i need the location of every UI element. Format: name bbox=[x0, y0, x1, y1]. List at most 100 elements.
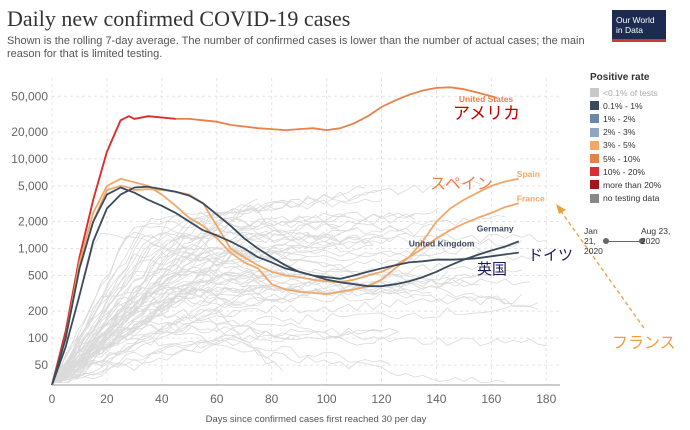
x-tick-label: 40 bbox=[155, 392, 169, 406]
chart-subtitle: Shown is the rolling 7-day average. The … bbox=[7, 35, 585, 60]
y-tick-label: 50 bbox=[35, 358, 49, 372]
annotation-spain_ja: スペイン bbox=[430, 174, 493, 193]
legend: Positive rate <0.1% of tests 0.1% - 1% 1% … bbox=[590, 72, 688, 205]
timeline-end-label: Aug 23, 2020 bbox=[641, 226, 671, 246]
series-line-united-kingdom bbox=[51, 185, 519, 386]
timeline-track[interactable] bbox=[605, 241, 643, 242]
legend-label: 5% - 10% bbox=[603, 153, 641, 164]
axes: 501002005001,0002,0005,00010,00020,00050… bbox=[11, 89, 560, 425]
background-country-line bbox=[52, 334, 547, 383]
legend-swatch bbox=[590, 154, 599, 164]
background-country-line bbox=[51, 215, 506, 383]
background-country-line bbox=[51, 234, 341, 383]
background-country-line bbox=[51, 304, 539, 383]
legend-label: 0.1% - 1% bbox=[603, 100, 643, 111]
legend-label: 1% - 2% bbox=[603, 113, 636, 124]
france-annotation-arrow bbox=[559, 209, 645, 329]
chart-title: Daily new confirmed COVID-19 cases bbox=[7, 6, 351, 31]
legend-title: Positive rate bbox=[590, 72, 650, 83]
legend-swatch bbox=[590, 167, 599, 177]
background-country-line bbox=[51, 238, 374, 382]
legend-label: 10% - 20% bbox=[603, 166, 646, 177]
legend-label: no testing data bbox=[603, 193, 660, 204]
timeline-end-handle[interactable] bbox=[639, 238, 645, 244]
series-line-spain bbox=[51, 177, 519, 386]
legend-swatch bbox=[590, 114, 599, 124]
background-country-line bbox=[51, 307, 275, 383]
annotation-united_states_ja: アメリカ bbox=[453, 104, 520, 124]
legend-item[interactable]: 0.1% - 1% bbox=[590, 99, 688, 112]
background-country-line bbox=[51, 302, 291, 383]
background-country-line bbox=[51, 241, 481, 383]
owid-logo[interactable]: Our World in Data bbox=[612, 10, 666, 42]
legend-swatch bbox=[590, 101, 599, 111]
legend-item[interactable]: 10% - 20% bbox=[590, 165, 688, 178]
x-tick-label: 60 bbox=[210, 392, 224, 406]
background-country-line bbox=[51, 250, 448, 382]
y-tick-label: 100 bbox=[28, 331, 48, 345]
background-country-line bbox=[51, 228, 522, 383]
background-country-line bbox=[51, 263, 481, 383]
legend-item[interactable]: 1% - 2% bbox=[590, 112, 688, 125]
legend-label: 2% - 3% bbox=[603, 127, 636, 138]
timeline-start-handle[interactable] bbox=[603, 238, 609, 244]
background-country-line bbox=[51, 204, 283, 383]
x-tick-label: 100 bbox=[317, 392, 337, 406]
background-country-line bbox=[51, 265, 283, 383]
series-line-germany bbox=[51, 186, 520, 386]
series-label: United Kingdom bbox=[409, 239, 475, 249]
legend-item[interactable]: 5% - 10% bbox=[590, 152, 688, 165]
legend-item[interactable]: <0.1% of tests bbox=[590, 86, 688, 99]
legend-swatch bbox=[590, 193, 599, 203]
x-tick-label: 80 bbox=[265, 392, 279, 406]
series-line-united-states-high-positive bbox=[51, 115, 176, 386]
background-country-line bbox=[51, 291, 415, 383]
y-tick-label: 10,000 bbox=[11, 152, 48, 166]
series-line-france bbox=[51, 185, 520, 386]
y-tick-label: 5,000 bbox=[18, 179, 48, 193]
annotation-germany_ja: ドイツ bbox=[528, 246, 573, 264]
legend-item[interactable]: no testing data bbox=[590, 192, 688, 205]
series-lines bbox=[51, 86, 520, 386]
timeline-slider[interactable]: Jan 21, 2020 Aug 23, 2020 bbox=[584, 226, 684, 266]
background-country-lines bbox=[51, 179, 547, 383]
background-country-line bbox=[51, 268, 308, 383]
background-country-line bbox=[51, 269, 522, 383]
background-country-line bbox=[51, 277, 465, 383]
legend-item[interactable]: 3% - 5% bbox=[590, 139, 688, 152]
legend-item[interactable]: 2% - 3% bbox=[590, 126, 688, 139]
y-tick-label: 200 bbox=[28, 304, 48, 318]
y-tick-label: 500 bbox=[28, 269, 48, 283]
legend-swatch bbox=[590, 88, 599, 98]
background-country-line bbox=[51, 338, 283, 383]
background-country-line bbox=[51, 327, 399, 383]
x-axis-label: Days since confirmed cases first reached… bbox=[206, 414, 427, 425]
legend-label: more than 20% bbox=[603, 179, 662, 190]
series-label: Spain bbox=[517, 169, 540, 179]
background-country-line bbox=[51, 251, 291, 383]
x-tick-label: 0 bbox=[49, 392, 56, 406]
legend-swatch bbox=[590, 127, 599, 137]
x-tick-label: 120 bbox=[371, 392, 391, 406]
x-tick-label: 160 bbox=[481, 392, 501, 406]
background-country-line bbox=[51, 330, 506, 383]
legend-swatch bbox=[590, 140, 599, 150]
logo-line2: in Data bbox=[616, 25, 643, 35]
series-label: United States bbox=[459, 94, 514, 104]
y-tick-label: 1,000 bbox=[18, 242, 48, 256]
background-country-line bbox=[51, 253, 506, 383]
legend-label: <0.1% of tests bbox=[603, 87, 658, 98]
series-label: France bbox=[517, 193, 545, 203]
legend-swatch bbox=[590, 180, 599, 190]
logo-line1: Our World bbox=[616, 15, 655, 25]
legend-item[interactable]: more than 20% bbox=[590, 178, 688, 191]
background-country-line bbox=[51, 293, 522, 383]
annotation-united_kingdom_ja: 英国 bbox=[477, 260, 507, 278]
y-tick-label: 50,000 bbox=[11, 89, 48, 103]
background-country-line bbox=[52, 331, 390, 383]
arrow-head bbox=[556, 204, 566, 214]
series-label: Germany bbox=[477, 223, 514, 233]
annotation-france_ja: フランス bbox=[612, 333, 676, 352]
